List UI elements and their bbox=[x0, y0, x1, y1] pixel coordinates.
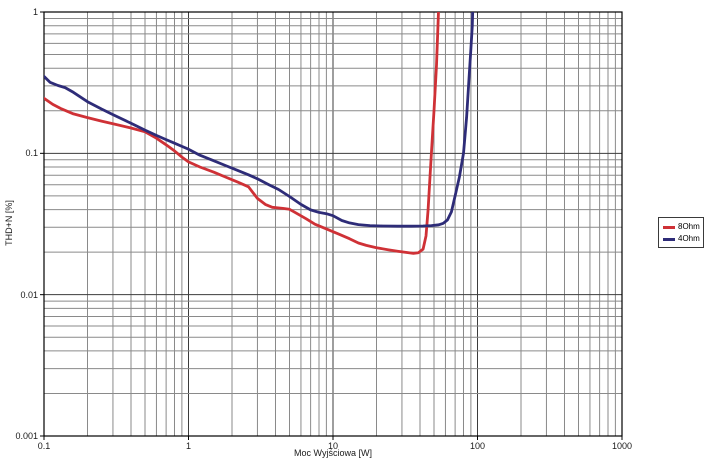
legend-label-4ohm: 4Ohm bbox=[678, 234, 700, 243]
gridlines bbox=[43, 12, 622, 437]
y-tick-label: 0.1 bbox=[25, 148, 38, 159]
legend: 8Ohm 4Ohm bbox=[658, 217, 704, 248]
curve-8ohm bbox=[44, 12, 440, 255]
x-tick-label: 10 bbox=[327, 441, 338, 451]
legend-item-4ohm: 4Ohm bbox=[663, 233, 700, 245]
y-tick-label: 0.01 bbox=[20, 289, 38, 300]
y-axis-title: THD+N [%] bbox=[4, 200, 14, 246]
x-tick-label: 0.1 bbox=[37, 441, 51, 451]
x-tick-label: 1000 bbox=[611, 441, 633, 451]
x-tick-label: 1 bbox=[185, 441, 191, 451]
curve-4ohm bbox=[44, 12, 475, 228]
x-tick-label: 100 bbox=[469, 441, 486, 451]
legend-item-8ohm: 8Ohm bbox=[663, 221, 700, 233]
legend-swatch-8ohm-icon bbox=[663, 225, 675, 229]
y-tick-label: 0.001 bbox=[15, 431, 38, 441]
legend-label-8ohm: 8Ohm bbox=[678, 222, 700, 231]
legend-swatch-4ohm-icon bbox=[663, 237, 675, 241]
x-axis-title: Moc Wyjściowa [W] bbox=[294, 448, 372, 458]
y-tick-label: 1 bbox=[32, 7, 38, 17]
